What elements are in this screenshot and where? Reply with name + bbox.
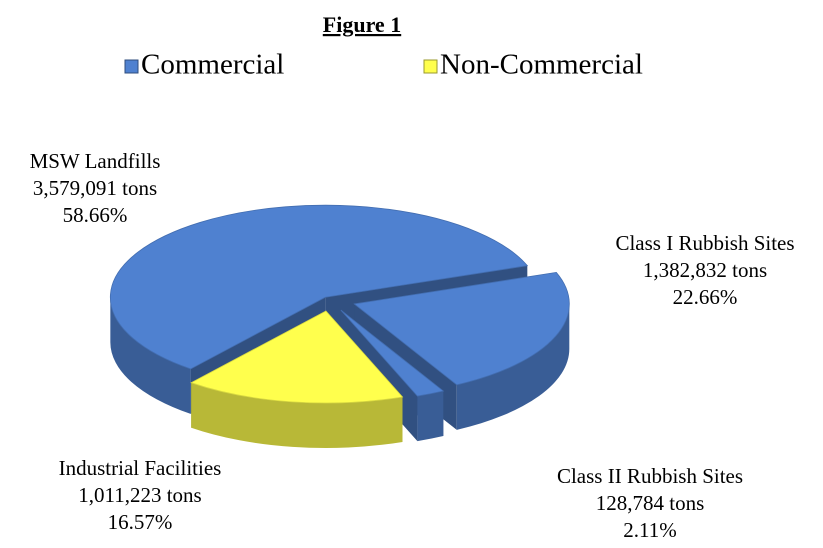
slice-percent-label: 22.66% [673,285,738,309]
slice-label: MSW Landfills [30,149,161,173]
slice [190,310,404,448]
slice-top [353,271,570,386]
legend-swatch [423,59,438,74]
legend-label: Commercial [141,49,284,81]
slice-value-label: 3,579,091 tons [33,176,157,200]
slice-top [109,204,529,370]
slice-label: Class II Rubbish Sites [557,464,743,488]
slice-value-label: 128,784 tons [596,491,705,515]
slice-value-label: 1,011,223 tons [78,483,201,507]
slice-value-label: 1,382,832 tons [643,258,767,282]
slice-percent-label: 16.57% [108,510,173,534]
chart-title: Figure 1 [323,12,401,37]
slice-top [190,310,404,404]
slice-side [191,382,403,448]
slice-side [456,303,570,430]
slice-side [417,390,444,442]
slice-side [110,297,191,414]
slice-label: Industrial Facilities [59,456,222,480]
slice-percent-label: 2.11% [623,518,676,542]
slice-percent-label: 58.66% [63,203,128,227]
legend-label: Non-Commercial [440,49,643,81]
slice-label: Class I Rubbish Sites [615,231,794,255]
slice-top [340,309,445,397]
legend-swatch [124,59,139,74]
